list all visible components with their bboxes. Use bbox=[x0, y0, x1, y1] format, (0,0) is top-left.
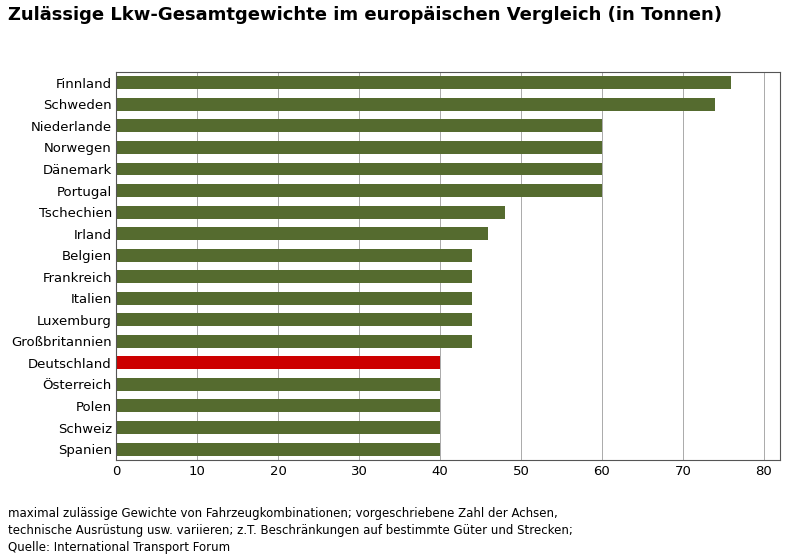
Bar bbox=[116, 443, 440, 455]
Bar bbox=[116, 356, 440, 370]
Bar bbox=[116, 120, 602, 132]
Bar bbox=[116, 378, 440, 391]
Bar bbox=[116, 98, 715, 111]
Text: Zulässige Lkw-Gesamtgewichte im europäischen Vergleich (in Tonnen): Zulässige Lkw-Gesamtgewichte im europäis… bbox=[8, 6, 722, 23]
Text: maximal zulässige Gewichte von Fahrzeugkombinationen; vorgeschriebene Zahl der A: maximal zulässige Gewichte von Fahrzeugk… bbox=[8, 507, 573, 554]
Bar bbox=[116, 335, 472, 348]
Bar bbox=[116, 184, 602, 197]
Bar bbox=[116, 206, 505, 218]
Bar bbox=[116, 292, 472, 305]
Bar bbox=[116, 421, 440, 434]
Bar bbox=[116, 399, 440, 412]
Bar bbox=[116, 270, 472, 283]
Bar bbox=[116, 141, 602, 154]
Bar bbox=[116, 227, 489, 240]
Bar bbox=[116, 314, 472, 326]
Bar bbox=[116, 76, 731, 89]
Bar bbox=[116, 249, 472, 261]
Bar bbox=[116, 162, 602, 176]
